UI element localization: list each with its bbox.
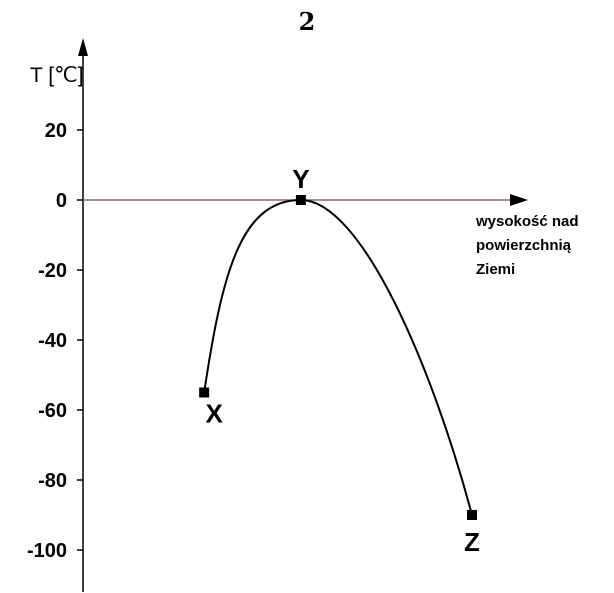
- x-axis-label-line-2: powierzchnią: [476, 237, 572, 254]
- x-axis-label-line-1: wysokość nad: [475, 213, 579, 230]
- page-number: 2: [299, 7, 316, 36]
- y-tick-label: -80: [38, 470, 67, 492]
- y-ticks: 20 0 -20 -40 -60 -80 -100: [27, 120, 83, 562]
- point-marker-x: [199, 387, 210, 398]
- point-label-z: Z: [464, 527, 480, 557]
- point-label-y: Y: [292, 164, 309, 194]
- temperature-curve: [203, 198, 473, 516]
- x-axis-label-line-3: Ziemi: [476, 261, 515, 278]
- y-axis-label: T [℃]: [30, 64, 84, 87]
- point-label-x: X: [205, 399, 223, 429]
- y-tick-label: -40: [38, 330, 67, 352]
- y-tick-label: 0: [56, 190, 67, 212]
- point-marker-z: [467, 510, 477, 520]
- point-marker-y: [295, 195, 306, 205]
- y-tick-label: 20: [45, 120, 67, 142]
- y-tick-label: -20: [38, 260, 67, 282]
- y-tick-label: -60: [38, 400, 67, 422]
- data-points: X Y Z: [199, 164, 480, 557]
- x-axis-arrow: [510, 194, 528, 206]
- y-axis-arrow: [78, 38, 88, 56]
- y-tick-label: -100: [27, 540, 67, 562]
